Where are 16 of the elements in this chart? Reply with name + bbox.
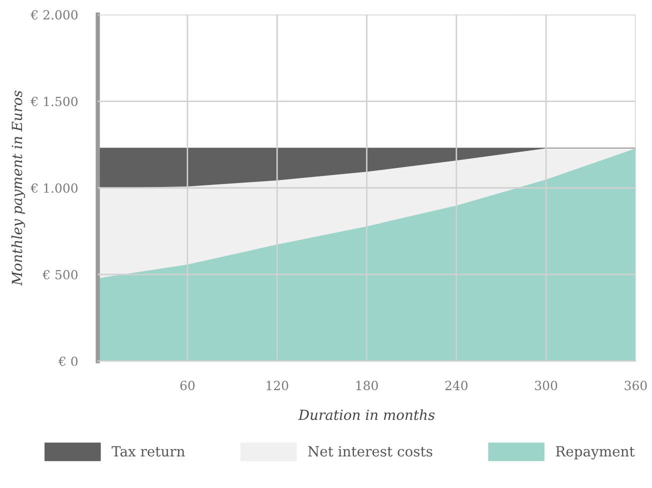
x-tick-label: 240 xyxy=(445,380,468,390)
legend-label: Tax return xyxy=(112,446,185,457)
y-tick-label: € 1.500 xyxy=(30,96,78,106)
y-axis-title: Monthley payment in Euros xyxy=(11,90,26,286)
x-tick-label: 120 xyxy=(266,380,288,390)
x-tick-label: 360 xyxy=(624,380,647,390)
x-tick-label: 180 xyxy=(356,380,378,390)
legend-label: Net interest costs xyxy=(308,446,432,457)
x-tick-label: 60 xyxy=(180,380,195,390)
y-tick-label: € 1.000 xyxy=(30,183,78,193)
x-axis-title: Duration in months xyxy=(298,409,435,420)
x-tick-label: 300 xyxy=(535,380,558,390)
y-tick-label: € 500 xyxy=(42,270,78,280)
y-tick-label: € 2.000 xyxy=(30,10,78,20)
legend-label: Repayment xyxy=(556,446,635,460)
y-tick-label: € 0 xyxy=(58,356,78,366)
